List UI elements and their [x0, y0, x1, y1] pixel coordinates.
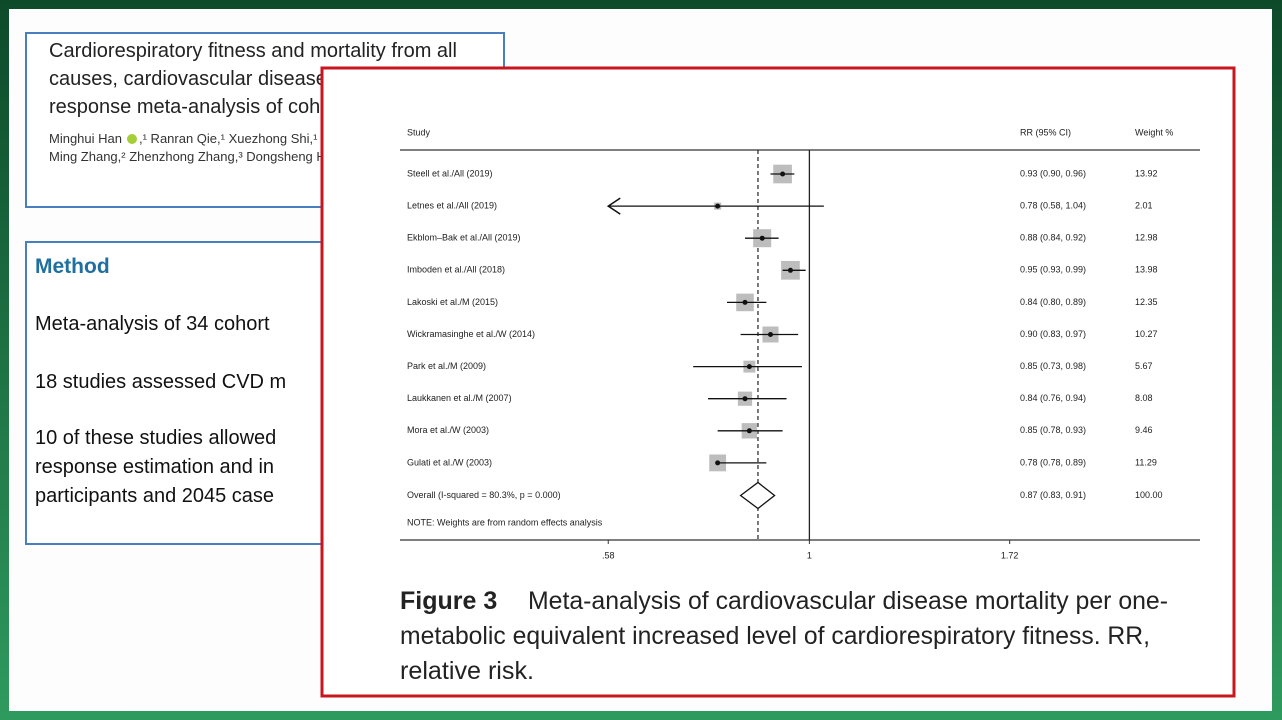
weight-label: 2.01 [1135, 200, 1153, 210]
column-header: RR (95% CI) [1020, 127, 1071, 137]
point-estimate [759, 235, 765, 241]
study-label: Mora et al./W (2003) [407, 425, 489, 435]
ci-label: 0.93 (0.90, 0.96) [1020, 168, 1086, 178]
ci-label: 0.88 (0.84, 0.92) [1020, 233, 1086, 243]
authors: Minghui Han ,¹ Ranran Qie,¹ Xuezhong Shi… [49, 131, 337, 164]
ci-label: 0.84 (0.76, 0.94) [1020, 393, 1086, 403]
ci-label: 0.87 (0.83, 0.91) [1020, 490, 1086, 500]
point-estimate [746, 428, 752, 434]
orcid-icon [127, 134, 137, 144]
author-line: Ming Zhang,² Zhenzhong Zhang,³ Dongsheng… [49, 149, 337, 164]
weight-label: 12.35 [1135, 297, 1158, 307]
note: NOTE: Weights are from random effects an… [407, 517, 603, 527]
paper-title: Cardiorespiratory fitness and mortality … [49, 40, 457, 118]
point-estimate [742, 396, 748, 402]
method-line: Meta-analysis of 34 cohort [35, 313, 270, 335]
weight-label: 13.92 [1135, 168, 1158, 178]
ci-label: 0.78 (0.58, 1.04) [1020, 200, 1086, 210]
figure-box [320, 66, 1236, 698]
title-line: Cardiorespiratory fitness and mortality … [49, 40, 457, 62]
method-line: response estimation and in [35, 456, 274, 478]
point-estimate [780, 171, 786, 177]
study-label: Lakoski et al./M (2015) [407, 297, 498, 307]
caption-line: metabolic equivalent increased level of … [400, 622, 1150, 650]
weight-label: 11.29 [1135, 457, 1157, 467]
point-estimate [767, 332, 773, 337]
author-line: ,¹ Ranran Qie,¹ Xuezhong Shi,¹ Yo [139, 131, 336, 146]
weight-label: 12.98 [1135, 233, 1158, 243]
x-tick-label: 1 [807, 550, 812, 560]
column-header: Weight % [1135, 127, 1173, 137]
study-label: Ekblom–Bak et al./All (2019) [407, 233, 521, 243]
method-text: Meta-analysis of 34 cohort 18 studies as… [35, 313, 286, 507]
weight-label: 100.00 [1135, 490, 1163, 500]
title-line: causes, cardiovascular disease a [49, 68, 344, 90]
study-label: Steell et al./All (2019) [407, 168, 493, 178]
ci-label: 0.78 (0.78, 0.89) [1020, 457, 1086, 467]
point-estimate [715, 460, 721, 466]
study-label: Laukkanen et al./M (2007) [407, 393, 512, 403]
caption: Figure 3 Meta-analysis of cardiovascular… [400, 587, 1168, 685]
caption-line: Meta-analysis of cardiovascular disease … [528, 587, 1168, 615]
point-estimate [746, 364, 752, 370]
forest-plot: Study RR (95% CI) Weight % NOTE: Weights… [400, 127, 1200, 560]
study-label: Park et al./M (2009) [407, 361, 486, 371]
weight-label: 9.46 [1135, 425, 1153, 435]
x-tick-label: 1.72 [1001, 550, 1019, 560]
caption-label: Figure 3 [400, 587, 497, 615]
ci-label: 0.84 (0.80, 0.89) [1020, 297, 1086, 307]
study-label: Letnes et al./All (2019) [407, 200, 497, 210]
point-estimate [715, 203, 721, 209]
study-label: Gulati et al./W (2003) [407, 457, 492, 467]
method-line: participants and 2045 case [35, 485, 274, 507]
caption-line: relative risk. [400, 657, 534, 685]
ci-label: 0.85 (0.73, 0.98) [1020, 361, 1086, 371]
method-box [25, 241, 337, 545]
author-line: Minghui Han [49, 131, 122, 146]
method-line: 10 of these studies allowed [35, 427, 276, 449]
x-tick-label: .58 [602, 550, 615, 560]
study-label: Imboden et al./All (2018) [407, 265, 505, 275]
column-header: Study [407, 127, 431, 137]
title-line: response meta-analysis of coho [49, 96, 331, 118]
weight-label: 8.08 [1135, 393, 1153, 403]
ci-arrow [606, 197, 621, 215]
ci-label: 0.95 (0.93, 0.99) [1020, 265, 1086, 275]
weight-label: 5.67 [1135, 361, 1153, 371]
point-estimate [787, 267, 793, 273]
overall-label: Overall (I-squared = 80.3%, p = 0.000) [407, 490, 561, 500]
method-line: 18 studies assessed CVD m [35, 371, 286, 393]
ci-label: 0.85 (0.78, 0.93) [1020, 425, 1086, 435]
study-label: Wickramasinghe et al./W (2014) [407, 329, 535, 339]
weight-label: 13.98 [1135, 265, 1158, 275]
point-estimate [742, 299, 748, 305]
weight-label: 10.27 [1135, 329, 1158, 339]
ci-label: 0.90 (0.83, 0.97) [1020, 329, 1086, 339]
method-heading: Method [35, 255, 110, 278]
overall-diamond [739, 481, 776, 510]
